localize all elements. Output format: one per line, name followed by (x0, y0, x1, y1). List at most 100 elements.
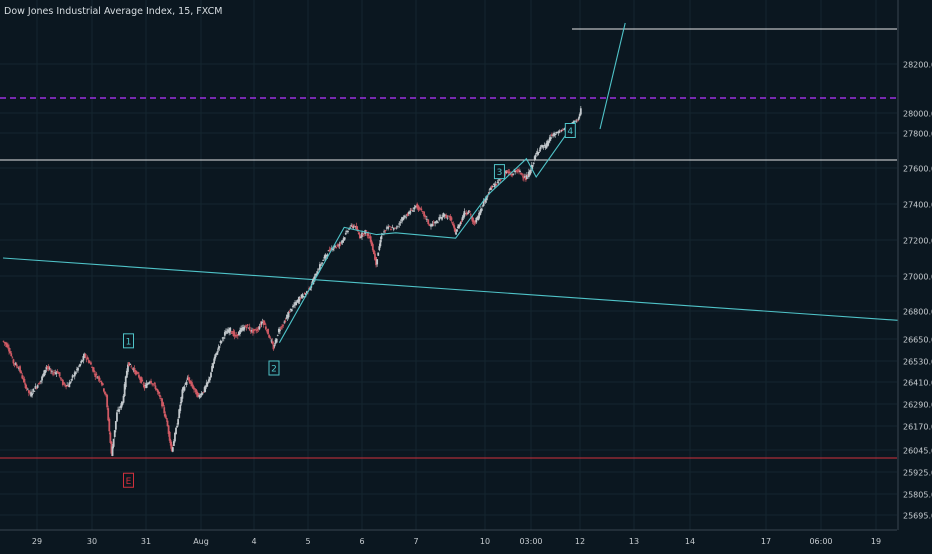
candle-body (455, 232, 457, 235)
candle-body (108, 418, 111, 432)
candle-body (286, 314, 289, 318)
candle-body (157, 391, 160, 394)
candle-body (76, 369, 78, 371)
wave-label-box[interactable] (268, 360, 280, 376)
candle-body (575, 120, 578, 122)
candle-body (86, 357, 89, 360)
candle-body (57, 372, 60, 374)
candle-body (82, 355, 85, 361)
candle-body (301, 294, 304, 298)
x-tick-label: 30 (87, 537, 97, 546)
candle-body (166, 420, 169, 427)
candle-body (438, 217, 441, 221)
trendline-layer[interactable] (2, 257, 925, 323)
candle-body (417, 205, 420, 211)
candle-body (536, 151, 539, 155)
candle-body (119, 406, 122, 408)
wave-label-box[interactable] (493, 164, 505, 180)
wave-label-box[interactable] (123, 472, 134, 488)
candle-body (73, 372, 76, 377)
candle-body (477, 216, 480, 221)
candle-body (523, 176, 525, 179)
candle-body (507, 171, 510, 173)
candle-body (235, 335, 238, 336)
candle-body (205, 382, 208, 387)
candle-body (465, 212, 468, 214)
candle-body (168, 431, 171, 441)
x-tick-label: 7 (413, 537, 418, 546)
candle-body (147, 382, 150, 384)
candle-body (443, 214, 446, 216)
candle-body (322, 260, 325, 261)
projection-line[interactable] (599, 22, 626, 130)
wave-label-text: 4 (567, 127, 573, 137)
candle-body (54, 372, 57, 374)
x-tick-label: 19 (871, 537, 881, 546)
candle-body (241, 327, 244, 329)
candle-body (341, 240, 344, 243)
candle-body (292, 306, 294, 308)
candle-body (469, 214, 472, 216)
y-tick-label: 26045.00 (903, 447, 932, 456)
candle-body (542, 146, 545, 148)
candle-body (229, 327, 232, 332)
candle-body (185, 381, 188, 385)
candle-body (112, 438, 115, 447)
candle-body (288, 312, 291, 314)
candle-body (207, 379, 210, 382)
y-tick-label: 27400.00 (903, 201, 932, 210)
wave-label-box[interactable] (564, 123, 576, 138)
candle-body (561, 129, 564, 131)
candle-body (114, 421, 117, 430)
candle-body (60, 379, 63, 381)
wave-layer[interactable] (278, 22, 626, 343)
candle-body (200, 393, 203, 396)
wave-path[interactable] (278, 120, 577, 343)
candle-body (390, 229, 392, 230)
candle-body (178, 409, 181, 418)
candle-body (405, 216, 408, 218)
candle-body (320, 264, 322, 266)
candle-body (336, 245, 339, 247)
candle-body (64, 384, 66, 386)
x-tick-label: 06:00 (809, 537, 832, 546)
wave-label-box[interactable] (123, 333, 134, 349)
candle-body (276, 334, 279, 336)
candle-body (481, 205, 484, 207)
wave-labels[interactable]: 1 2 3 4 E (123, 123, 576, 488)
candle-body (195, 389, 198, 395)
candle-body (474, 221, 477, 223)
candle-body (111, 446, 114, 456)
candle-body (101, 383, 104, 385)
candle-body (87, 360, 90, 363)
candle-body (56, 371, 59, 373)
candle-body (321, 262, 323, 264)
candle-body (290, 309, 293, 312)
wave-label-text: 2 (271, 365, 277, 375)
descending-trendline[interactable] (2, 257, 925, 323)
candle-body (145, 383, 148, 388)
candle-body (217, 347, 220, 350)
candle-body (63, 382, 65, 384)
candle-body (490, 187, 492, 190)
y-tick-label: 26170.00 (903, 423, 932, 432)
candle-body (7, 344, 9, 348)
candle-body (258, 326, 261, 330)
candle-body (281, 326, 283, 328)
candle-body (534, 154, 537, 158)
candle-body (423, 211, 425, 217)
candle-body (109, 432, 112, 443)
y-tick-label: 27800.00 (903, 130, 932, 139)
candle-body (505, 170, 508, 174)
candle-body (259, 324, 262, 326)
candle-body (495, 183, 498, 186)
candle-body (408, 211, 410, 215)
candle-body (478, 213, 480, 219)
candle-body (482, 201, 485, 206)
candle-body (198, 395, 201, 398)
candle-body (77, 367, 79, 371)
candle-body (537, 152, 540, 154)
